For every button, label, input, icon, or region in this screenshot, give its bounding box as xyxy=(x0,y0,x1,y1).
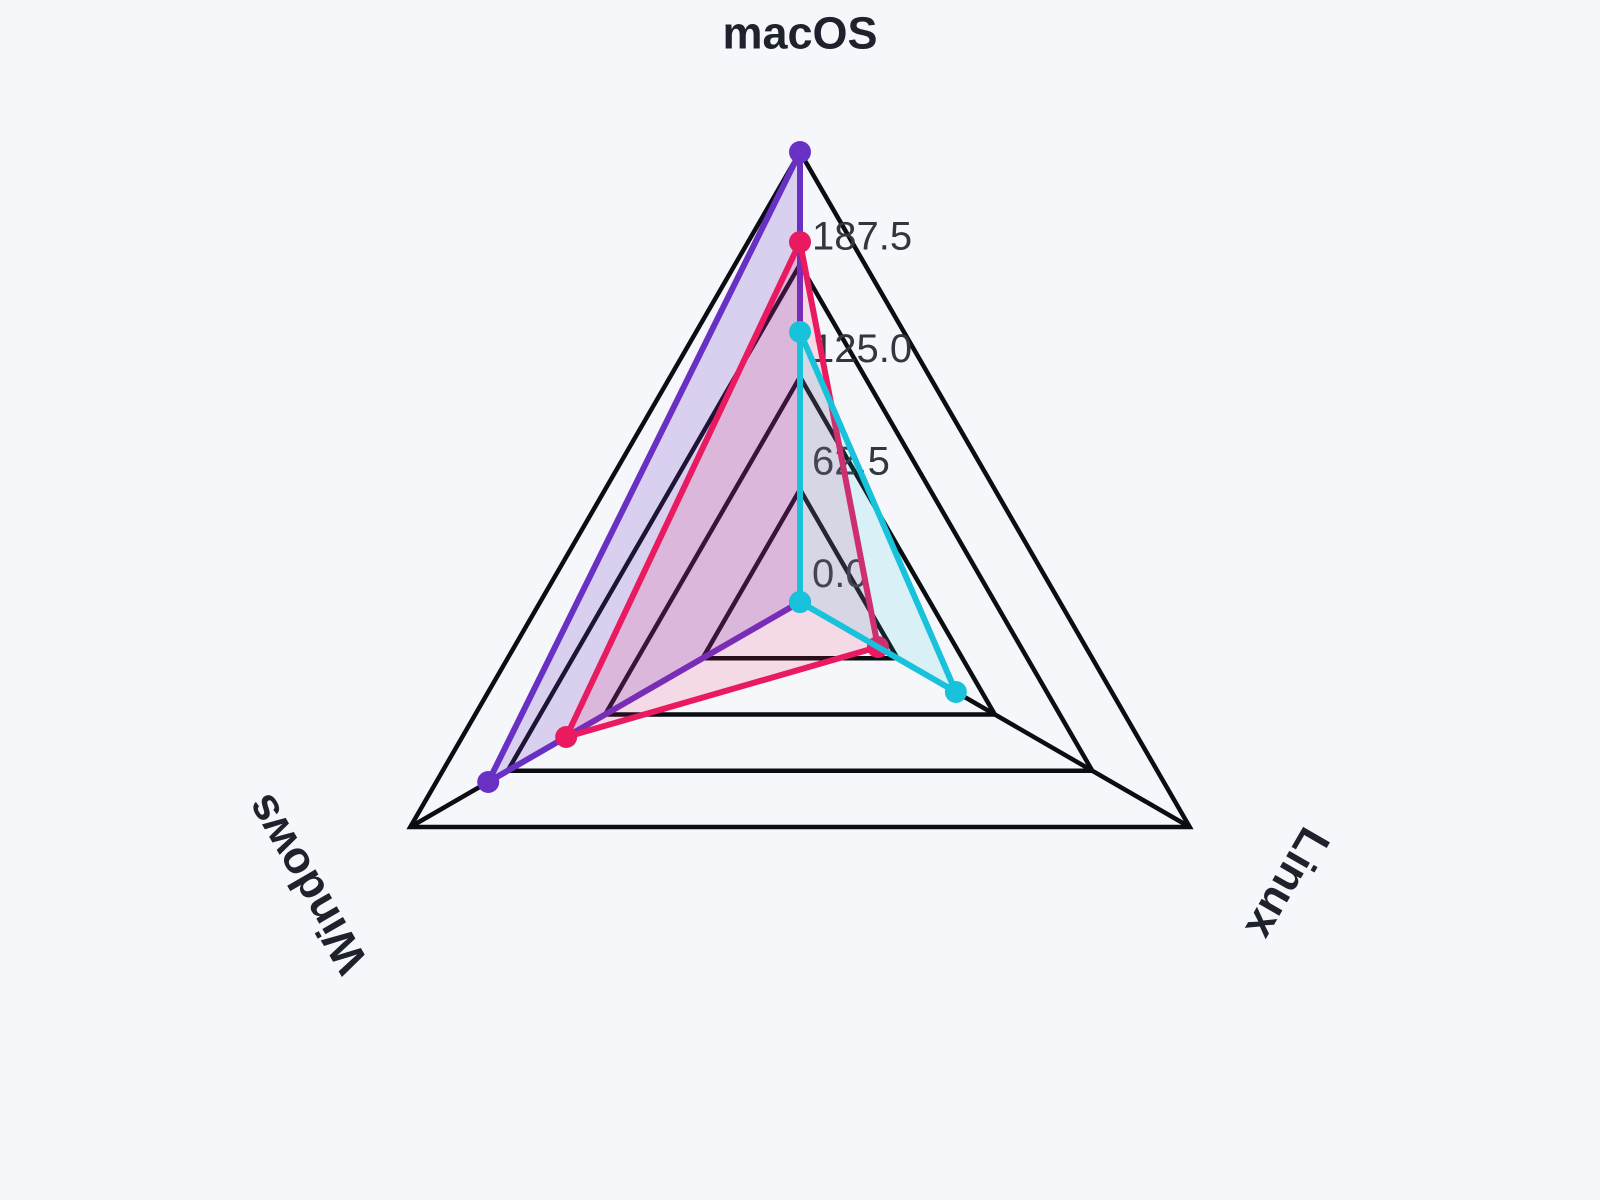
series-1-point xyxy=(789,231,811,253)
series-1-point xyxy=(555,726,578,748)
series-0-point xyxy=(789,141,811,163)
axis-label-macos: macOS xyxy=(722,8,877,59)
radial-tick-label: 187.5 xyxy=(812,215,912,259)
grid-ring xyxy=(601,372,999,717)
series-2-point xyxy=(789,591,811,613)
grid-ring xyxy=(406,147,1194,830)
series-polygon-2 xyxy=(797,329,959,695)
series-0-point xyxy=(477,771,500,793)
radar-series xyxy=(477,141,967,793)
series-2-point xyxy=(944,681,967,703)
axis-label-windows: Windows xyxy=(235,786,378,982)
grid-ring xyxy=(503,259,1097,773)
series-2-point xyxy=(789,321,811,343)
radial-tick-label: 125.0 xyxy=(812,327,912,371)
axis-label-linux: Linux xyxy=(1236,819,1340,948)
grid-ring xyxy=(698,484,902,661)
